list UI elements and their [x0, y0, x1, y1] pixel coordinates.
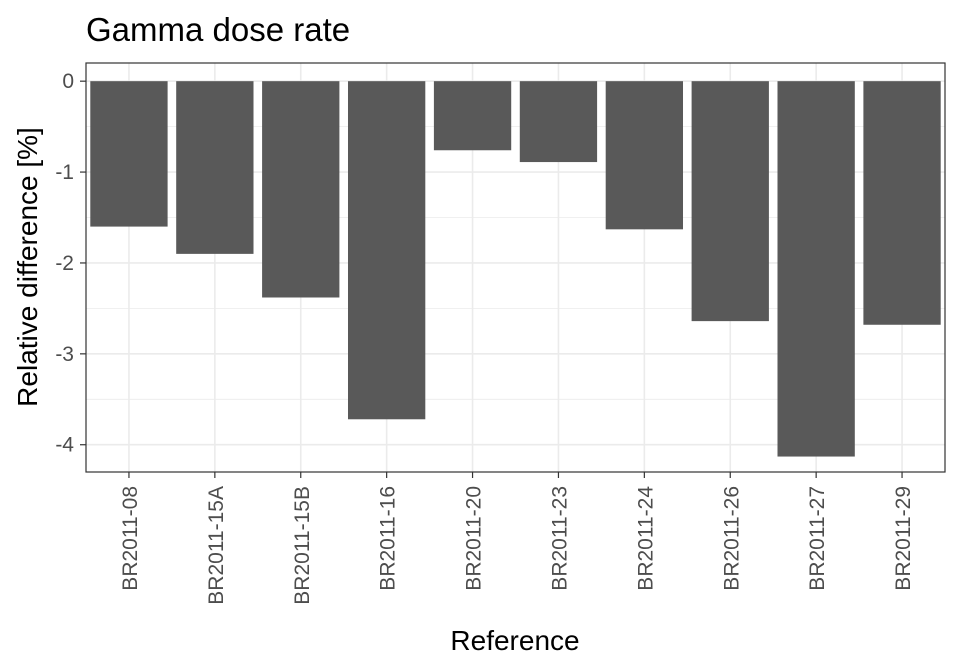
bar [347, 81, 426, 420]
y-tick-label: 0 [62, 70, 74, 93]
y-axis-title: Relative difference [%] [12, 127, 43, 407]
x-tick-label: BR2011-15A [205, 486, 228, 605]
y-tick-label: -1 [55, 161, 74, 184]
y-tick-label: -2 [55, 252, 74, 275]
chart-title: Gamma dose rate [86, 11, 350, 48]
bar [605, 81, 684, 230]
bar [176, 81, 254, 254]
x-tick-label: BR2011-26 [720, 486, 743, 591]
x-tick-label: BR2011-20 [463, 486, 486, 591]
y-tick-label: -4 [55, 434, 74, 457]
x-tick-label: BR2011-24 [634, 486, 657, 591]
bar [777, 81, 855, 457]
y-axis-ticks: 0 -1 -2 -3 -4 [55, 70, 86, 457]
bar [90, 81, 168, 227]
x-tick-label: BR2011-29 [892, 486, 915, 591]
panel-border [85, 62, 946, 473]
bar [519, 81, 598, 163]
x-tick-label: BR2011-23 [548, 486, 571, 591]
bar [262, 81, 340, 298]
x-axis-title: Reference [450, 625, 579, 656]
x-axis-ticks: BR2011-08 BR2011-15A BR2011-15B BR2011-16 BR… [119, 472, 915, 605]
x-tick-label: BR2011-16 [377, 486, 400, 591]
bar [433, 81, 512, 151]
y-tick-label: -3 [55, 343, 74, 366]
bar [863, 81, 941, 325]
bars [90, 81, 941, 457]
bar [691, 81, 769, 322]
x-tick-label: BR2011-08 [119, 486, 142, 591]
x-tick-label: BR2011-15B [291, 486, 314, 605]
x-tick-label: BR2011-27 [806, 486, 829, 591]
